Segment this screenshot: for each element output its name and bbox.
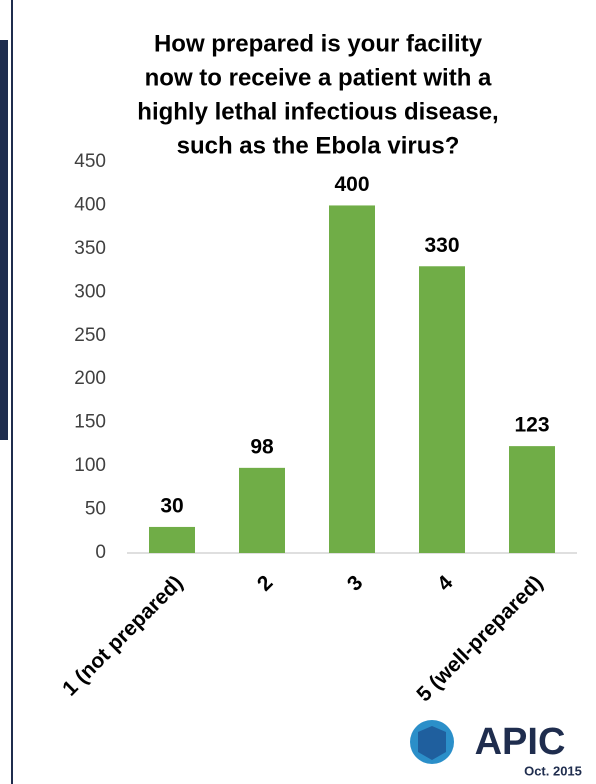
y-tick-label: 450 [74,151,106,172]
y-tick-label: 100 [74,455,106,476]
y-tick-label: 250 [74,325,106,346]
logo-date: Oct. 2015 [524,763,582,778]
bar [329,205,375,553]
bar [239,467,285,553]
bar [149,526,195,553]
x-tick-label: 4 [433,571,458,596]
chart-title: now to receive a patient with a [145,64,492,91]
y-tick-label: 300 [74,281,106,302]
value-label: 30 [160,494,183,517]
y-tick-label: 400 [74,194,106,215]
value-label: 123 [514,414,549,437]
y-tick-label: 200 [74,368,106,389]
logo: APIC Oct. 2015 [410,720,582,778]
x-tick-label: 2 [253,571,278,596]
x-tick-label: 5 (well-prepared) [412,571,547,706]
y-tick-label: 350 [74,238,106,259]
logo-shape [418,726,446,760]
bar [509,446,555,553]
chart-title: highly lethal infectious disease, [137,98,498,125]
chart-title: such as the Ebola virus? [177,132,460,159]
bar [419,266,465,553]
x-tick-label: 1 (not prepared) [58,571,187,700]
value-label: 400 [334,173,369,196]
y-tick-label: 150 [74,412,106,433]
value-label: 98 [250,435,274,458]
x-tick-label: 3 [343,571,368,596]
side-panel [0,40,8,440]
y-tick-label: 50 [85,499,106,520]
value-label: 330 [424,234,459,257]
logo-text: APIC [475,721,566,763]
y-tick-label: 0 [95,542,106,563]
chart-title: How prepared is your facility [154,30,483,57]
